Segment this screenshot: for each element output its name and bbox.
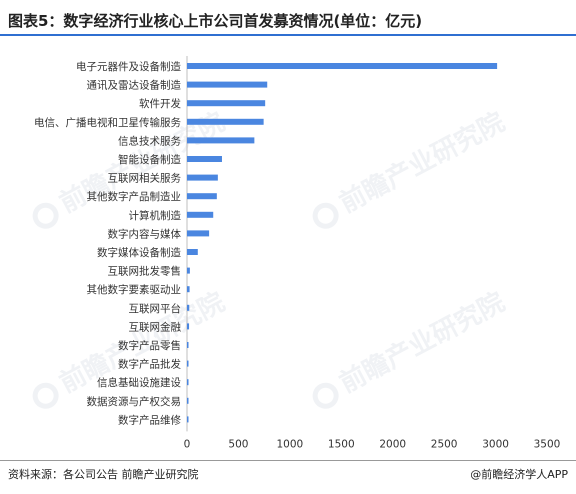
bar	[187, 211, 214, 218]
chart-title: 图表5：数字经济行业核心上市公司首发募资情况(单位：亿元)	[8, 12, 423, 30]
bar	[187, 416, 189, 423]
bar	[187, 81, 268, 88]
bar	[187, 379, 189, 386]
x-tick-label: 3500	[534, 438, 561, 450]
bar	[187, 63, 498, 69]
bar-chart: 电子元器件及设备制造通讯及雷达设备制造软件开发电信、广播电视和卫星传输服务信息技…	[34, 56, 561, 450]
category-label: 通讯及雷达设备制造	[87, 79, 182, 92]
category-label: 软件开发	[139, 97, 181, 110]
x-tick-label: 1000	[276, 438, 303, 450]
category-label: 其他数字要素驱动业	[87, 283, 182, 296]
bar	[187, 100, 266, 107]
bar	[187, 249, 198, 255]
category-label: 互联网相关服务	[108, 172, 182, 185]
category-label: 信息基础设施建设	[97, 376, 181, 389]
category-label: 互联网平台	[129, 302, 182, 315]
category-label: 电子元器件及设备制造	[76, 60, 181, 73]
credit-note: @前瞻经济学人APP	[470, 468, 568, 481]
x-tick-label: 500	[228, 438, 248, 450]
category-label: 数字内容与媒体	[108, 227, 182, 240]
bar	[187, 360, 189, 367]
category-label: 智能设备制造	[118, 153, 181, 166]
bar	[187, 286, 190, 293]
category-label: 互联网金融	[129, 320, 182, 333]
category-label: 数字媒体设备制造	[97, 246, 181, 259]
bar	[187, 174, 218, 181]
category-label: 其他数字产品制造业	[87, 190, 182, 203]
category-label: 数字产品零售	[118, 339, 181, 352]
bar	[187, 323, 190, 330]
category-label: 数字产品批发	[118, 358, 181, 371]
x-tick-label: 2000	[379, 438, 406, 450]
category-label: 计算机制造	[129, 209, 182, 222]
bar	[187, 342, 189, 348]
bar	[187, 304, 190, 311]
x-tick-label: 2500	[431, 438, 458, 450]
category-label: 信息技术服务	[118, 134, 181, 147]
category-label: 数字产品维修	[118, 413, 181, 426]
bar	[187, 397, 189, 404]
x-tick-label: 3000	[482, 438, 509, 450]
bar	[187, 267, 190, 274]
category-label: 电信、广播电视和卫星传输服务	[34, 116, 181, 129]
bar	[187, 118, 264, 125]
category-label: 互联网批发零售	[108, 265, 182, 278]
x-tick-label: 0	[184, 438, 191, 450]
source-note: 资料来源：各公司公告 前瞻产业研究院	[8, 468, 199, 481]
bar	[187, 156, 222, 162]
bar	[187, 137, 255, 144]
title-rule	[0, 34, 576, 36]
footer-rule	[0, 460, 576, 461]
category-label: 数据资源与产权交易	[87, 395, 182, 408]
x-tick-label: 1500	[328, 438, 355, 450]
bar	[187, 193, 217, 200]
bar	[187, 230, 210, 237]
